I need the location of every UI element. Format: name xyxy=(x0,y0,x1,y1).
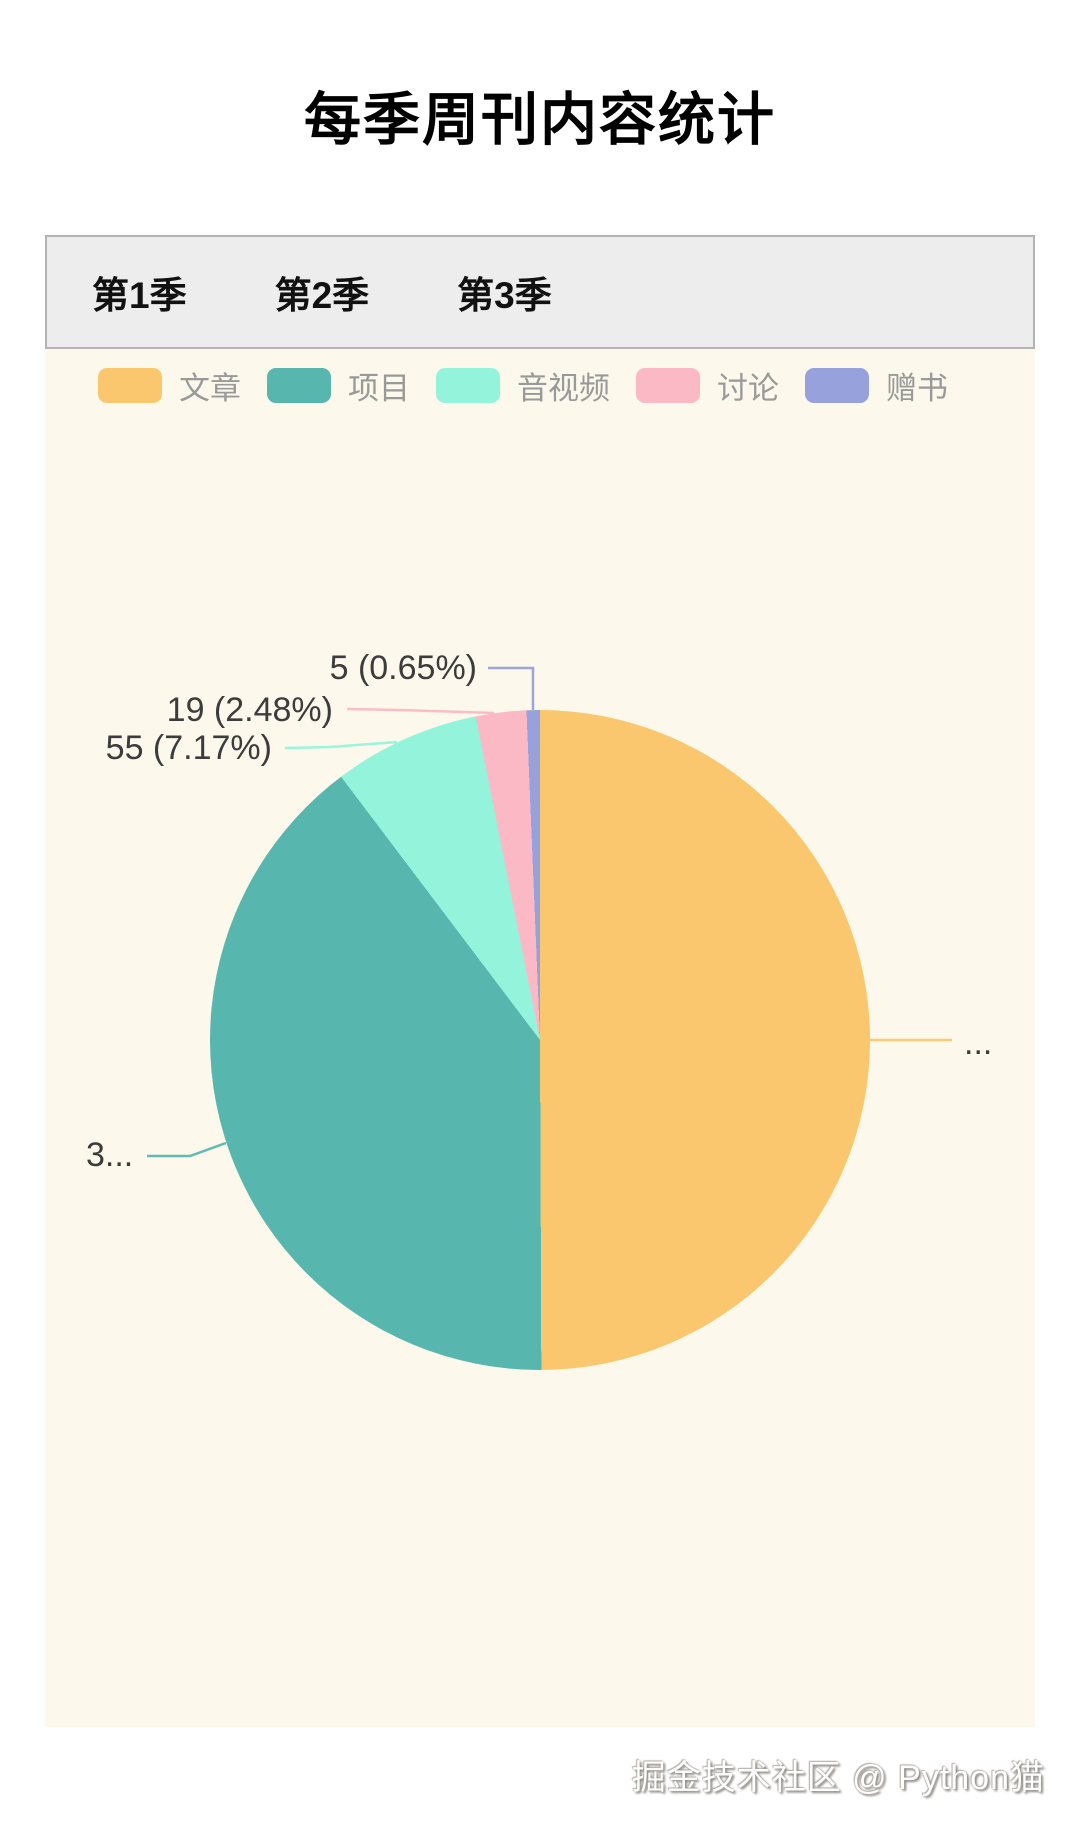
chart-canvas: 文章 项目 音视频 讨论 赠书 xyxy=(45,349,1035,1727)
legend-label: 讨论 xyxy=(717,371,779,406)
tab-quarter-2[interactable]: 第2季 xyxy=(274,275,370,316)
pie-label-zengshu: 5 (0.65%) xyxy=(329,649,477,687)
watermark: 掘金技术社区 @ Python猫 xyxy=(631,1759,1045,1797)
legend-item-yinshipin[interactable]: 音视频 xyxy=(436,363,610,408)
legend-swatch-icon xyxy=(267,368,331,403)
legend-swatch-icon xyxy=(98,368,162,403)
page-title: 每季周刊内容统计 xyxy=(304,88,776,152)
legend: 文章 项目 音视频 讨论 赠书 xyxy=(98,363,974,408)
tab-quarter-3[interactable]: 第3季 xyxy=(457,275,552,316)
legend-label: 项目 xyxy=(348,371,410,406)
legend-label: 赠书 xyxy=(886,371,948,406)
legend-item-taolun[interactable]: 讨论 xyxy=(636,363,779,408)
legend-item-zengshu[interactable]: 赠书 xyxy=(805,363,948,408)
pie-chart[interactable] xyxy=(210,710,870,1370)
legend-swatch-icon xyxy=(436,368,500,403)
legend-swatch-icon xyxy=(636,368,700,403)
tab-quarter-1[interactable]: 第1季 xyxy=(92,275,187,316)
pie-label-wenzhang: ... xyxy=(964,1024,993,1062)
pie-label-yinshipin: 55 (7.17%) xyxy=(105,729,272,767)
pie-label-taolun: 19 (2.48%) xyxy=(166,691,333,729)
tab-bar: 第1季 第2季 第3季 xyxy=(45,235,1035,349)
legend-item-xiangmu[interactable]: 项目 xyxy=(267,363,410,408)
legend-label: 文章 xyxy=(179,371,241,406)
legend-item-wenzhang[interactable]: 文章 xyxy=(98,363,241,408)
legend-label: 音视频 xyxy=(517,371,610,406)
pie-label-xiangmu: 3... xyxy=(86,1136,134,1174)
legend-swatch-icon xyxy=(805,368,869,403)
